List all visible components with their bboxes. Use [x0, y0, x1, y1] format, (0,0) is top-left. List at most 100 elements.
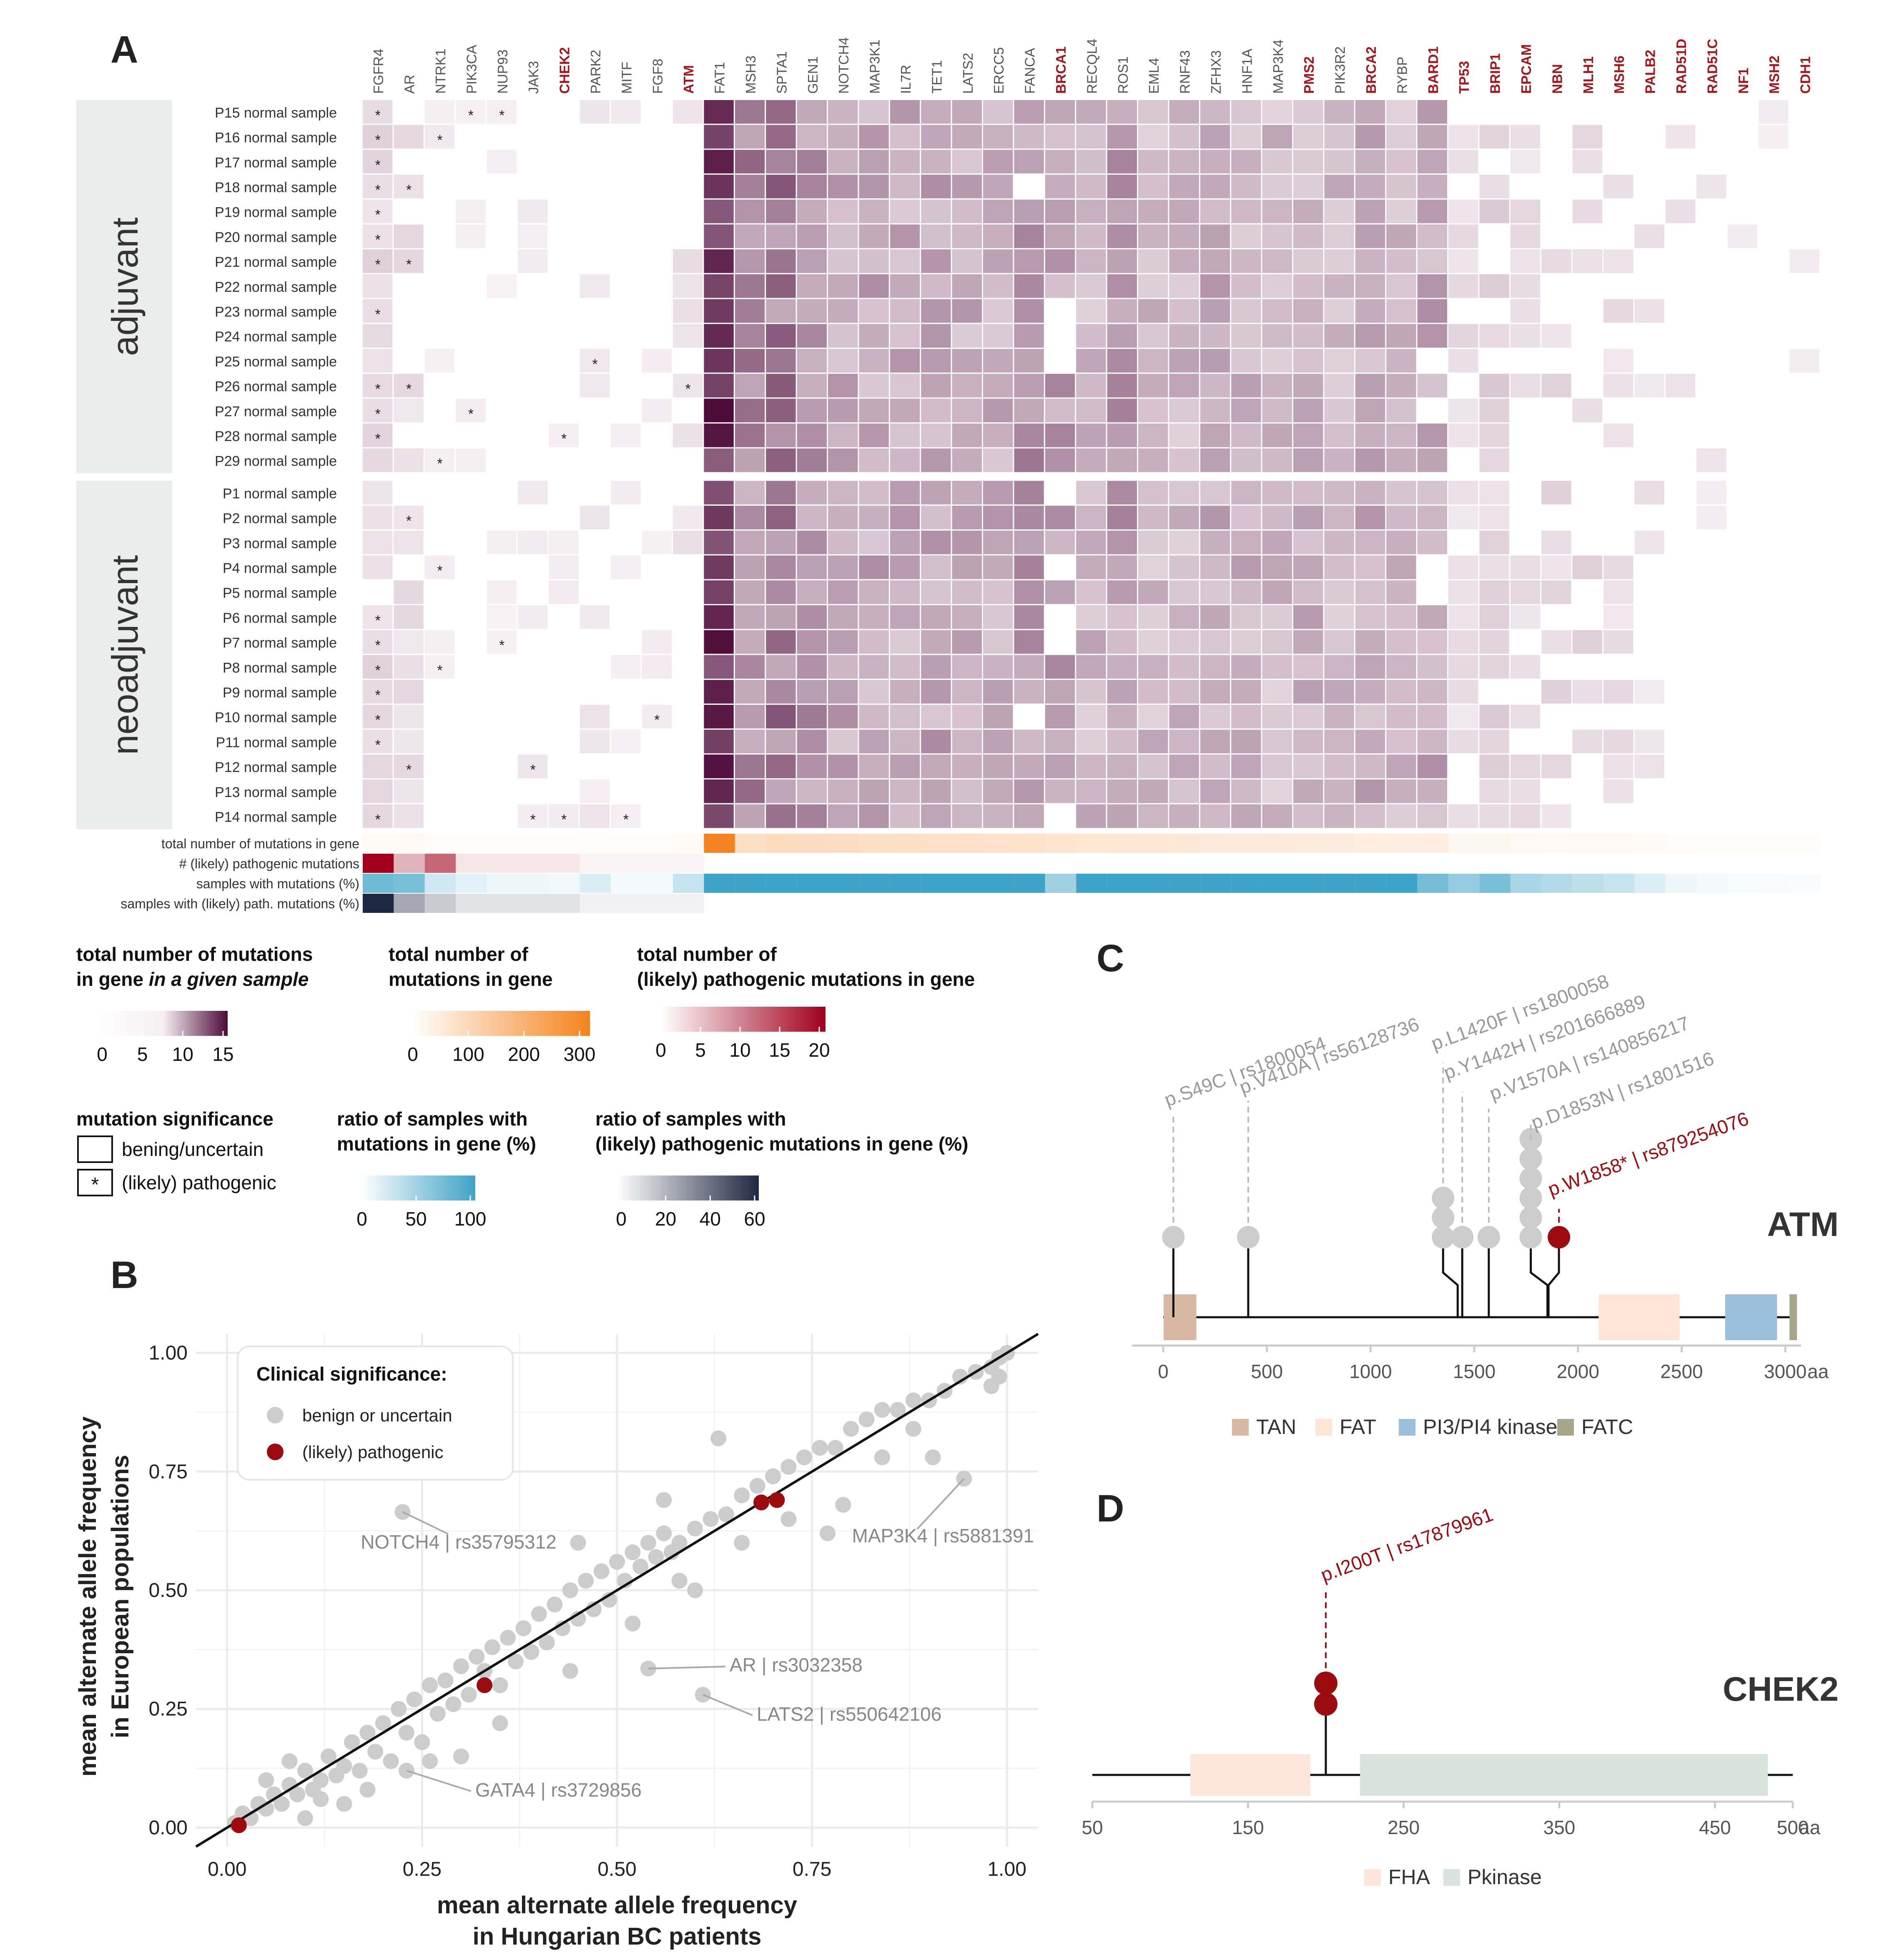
heat-cell: [1169, 481, 1199, 505]
heat-cell: [642, 399, 672, 423]
heat-cell: [1262, 274, 1292, 298]
heat-cell: [518, 224, 548, 248]
heat-cell: [1510, 125, 1541, 149]
heat-cell: [1355, 448, 1385, 472]
heat-cell: [1417, 605, 1447, 629]
heat-cell: [983, 779, 1013, 803]
heat-cell: [952, 399, 982, 423]
heat-cell: [1417, 655, 1447, 679]
summary-cell: [859, 834, 890, 853]
summary-cell: [1759, 894, 1790, 913]
heat-cell: [1448, 630, 1478, 654]
heat-cell: [1293, 481, 1323, 505]
heat-cell: [1231, 630, 1261, 654]
heat-cell: [1076, 779, 1106, 803]
heat-cell: [766, 630, 796, 654]
pathogenic-asterisk: *: [375, 431, 381, 447]
summary-cell: [735, 834, 766, 853]
gene-label-msh6: MSH6: [1611, 55, 1627, 94]
heat-cell: [1386, 804, 1416, 828]
summary-cell: [1696, 894, 1728, 913]
variant-stem: [1442, 1237, 1459, 1317]
scatter-point-benign: [905, 1392, 921, 1409]
pathogenic-asterisk: *: [592, 356, 597, 372]
heat-cell: [921, 804, 951, 828]
scatter-point-benign: [593, 1563, 610, 1579]
summary-cell: [1107, 874, 1138, 893]
heat-cell: [1355, 249, 1385, 273]
heat-cell: [735, 530, 765, 554]
heat-cell: [921, 630, 951, 654]
heat-cell: [1107, 224, 1137, 248]
heat-cell: [363, 605, 393, 629]
heat-cell: [673, 324, 703, 348]
summary-cell: [1665, 834, 1697, 853]
scatter-point-benign: [671, 1573, 688, 1589]
pathogenic-asterisk: *: [406, 257, 412, 273]
summary-cell: [704, 854, 735, 873]
heat-cell: [1014, 150, 1044, 174]
scatter-point-benign: [507, 1653, 524, 1669]
heat-cell: [890, 506, 920, 529]
heat-cell: [766, 655, 796, 679]
heat-cell: [1293, 324, 1323, 348]
scatter-point-benign: [585, 1601, 602, 1617]
pathogenic-asterisk: *: [437, 133, 442, 148]
heat-cell: [1417, 779, 1447, 803]
heat-cell: [1541, 481, 1571, 505]
legend-sample-title-2b: in a given sample: [149, 968, 309, 990]
summary-cell: [1759, 834, 1790, 853]
heat-cell: [890, 175, 920, 198]
heat-cell: [1386, 530, 1416, 554]
heat-cell: [797, 324, 827, 348]
legend-tick-label: 60: [744, 1208, 765, 1230]
gene-label-nbn: NBN: [1549, 64, 1565, 94]
scatter-point-benign: [399, 1724, 414, 1741]
heat-cell: [921, 555, 951, 579]
summary-cell: [1448, 874, 1480, 893]
annotation-leader: [916, 1478, 965, 1530]
heat-cell: [1014, 199, 1044, 223]
heat-cell: [1231, 424, 1261, 447]
heat-cell: [1262, 481, 1292, 505]
heat-cell: [1386, 399, 1416, 423]
heat-cell: [673, 373, 703, 398]
heat-cell: [983, 399, 1013, 423]
heat-cell: [797, 125, 827, 149]
summary-cell: [1572, 854, 1603, 873]
heat-cell: [394, 605, 424, 629]
scatter-point-benign: [796, 1449, 812, 1466]
summary-cell: [549, 854, 580, 873]
heat-cell: [1076, 555, 1106, 579]
gene-label-mitf: MITF: [619, 62, 634, 94]
heat-cell: [1448, 729, 1478, 754]
heat-cell: [766, 424, 796, 447]
heat-cell: [952, 199, 982, 223]
domain-legend-label: FAT: [1340, 1415, 1376, 1439]
heat-cell: [859, 680, 889, 704]
gene-label-jak3: JAK3: [526, 61, 541, 94]
heat-cell: [952, 530, 982, 554]
heat-cell: [1386, 373, 1416, 398]
heat-cell: [890, 704, 920, 729]
heat-cell: [1200, 448, 1230, 472]
summary-cell: [1572, 874, 1603, 893]
heat-cell: [766, 125, 796, 149]
heat-cell: [1324, 506, 1354, 529]
heat-cell: [487, 100, 517, 124]
heat-cell: [1200, 299, 1230, 323]
heat-cell: [1324, 448, 1354, 472]
heat-cell: [797, 555, 827, 579]
scatter-legend-title: Clinical significance:: [256, 1363, 447, 1385]
scatter-point-benign: [422, 1753, 438, 1769]
heat-cell: [1696, 506, 1726, 529]
heat-cell: [797, 630, 827, 654]
heat-cell: [1076, 804, 1106, 828]
heat-cell: [952, 249, 982, 273]
scatter-point-benign: [625, 1615, 641, 1632]
heat-cell: [1107, 199, 1137, 223]
heat-cell: [1045, 655, 1075, 679]
heat-cell: [1727, 224, 1757, 248]
heat-cell: [1355, 555, 1385, 579]
